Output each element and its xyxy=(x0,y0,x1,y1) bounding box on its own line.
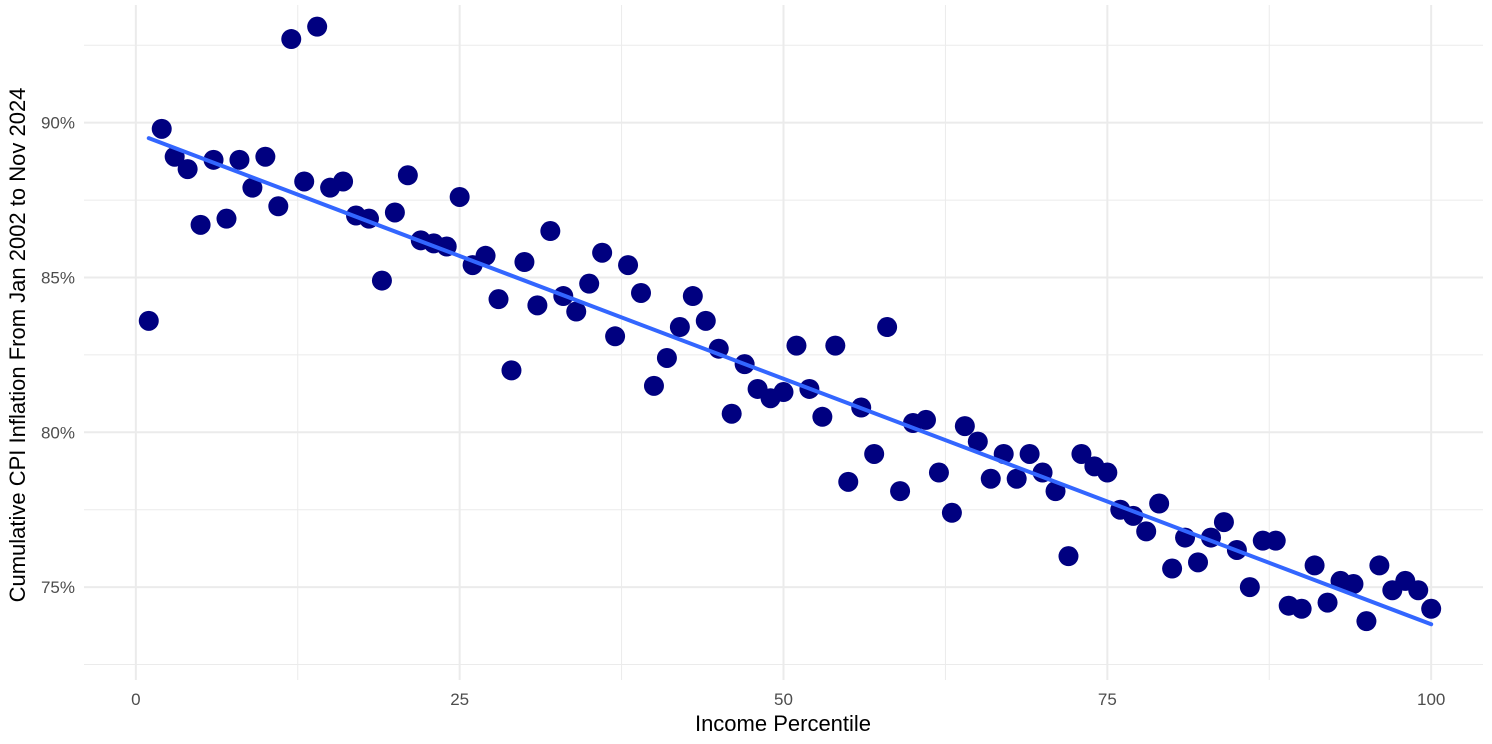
grid-layer xyxy=(84,5,1483,680)
data-point xyxy=(605,326,626,347)
data-point xyxy=(1213,512,1234,533)
data-point xyxy=(488,289,509,310)
data-point xyxy=(268,196,289,217)
data-point xyxy=(786,335,807,356)
data-point xyxy=(1291,598,1312,619)
data-points xyxy=(138,16,1442,632)
data-point xyxy=(307,16,328,37)
data-point xyxy=(980,468,1001,489)
data-point xyxy=(242,177,263,198)
x-tick-label: 100 xyxy=(1417,690,1445,709)
data-point xyxy=(1019,443,1040,464)
y-tick-label: 80% xyxy=(41,423,75,442)
data-point xyxy=(890,481,911,502)
data-point xyxy=(1356,611,1377,632)
data-point xyxy=(501,360,522,381)
data-point xyxy=(1304,555,1325,576)
data-point xyxy=(1162,558,1183,579)
data-point xyxy=(928,462,949,483)
data-point xyxy=(1149,493,1170,514)
data-point xyxy=(1071,443,1092,464)
data-point xyxy=(643,375,664,396)
data-point xyxy=(877,317,898,338)
y-tick-label: 75% xyxy=(41,578,75,597)
data-point xyxy=(915,409,936,430)
data-point xyxy=(1097,462,1118,483)
data-point xyxy=(941,502,962,523)
data-point xyxy=(579,273,600,294)
data-point xyxy=(1421,598,1442,619)
y-axis-title: Cumulative CPI Inflation From Jan 2002 t… xyxy=(5,88,30,603)
data-point xyxy=(1369,555,1390,576)
x-tick-label: 75 xyxy=(1098,690,1117,709)
data-point xyxy=(216,208,237,229)
data-point xyxy=(294,171,315,192)
data-point xyxy=(618,255,639,276)
data-point xyxy=(255,146,276,167)
data-point xyxy=(384,202,405,223)
data-point xyxy=(669,317,690,338)
data-point xyxy=(721,403,742,424)
x-axis-title: Income Percentile xyxy=(695,711,871,736)
data-point xyxy=(1317,592,1338,613)
data-point xyxy=(812,406,833,427)
data-point xyxy=(1058,546,1079,567)
data-point xyxy=(449,186,470,207)
data-point xyxy=(566,301,587,322)
data-point xyxy=(333,171,354,192)
data-point xyxy=(825,335,846,356)
data-point xyxy=(967,431,988,452)
data-point xyxy=(682,286,703,307)
y-tick-label: 90% xyxy=(41,114,75,133)
data-point xyxy=(527,295,548,316)
data-point xyxy=(1239,577,1260,598)
data-point xyxy=(475,245,496,266)
y-tick-label: 85% xyxy=(41,268,75,287)
data-point xyxy=(773,382,794,403)
data-point xyxy=(864,443,885,464)
data-point xyxy=(656,347,677,368)
data-point xyxy=(138,310,159,331)
data-point xyxy=(190,214,211,235)
data-point xyxy=(592,242,613,263)
x-tick-label: 50 xyxy=(774,690,793,709)
trend-line-layer xyxy=(146,136,1434,627)
data-point xyxy=(1265,530,1286,551)
data-point xyxy=(838,471,859,492)
data-point xyxy=(514,251,535,272)
x-axis-ticks: 0 25 50 75 100 xyxy=(131,690,1445,709)
data-point xyxy=(229,149,250,170)
data-point xyxy=(177,159,198,180)
data-point xyxy=(1136,521,1157,542)
data-point xyxy=(695,310,716,331)
data-point xyxy=(1408,580,1429,601)
data-point xyxy=(1045,481,1066,502)
data-point xyxy=(1343,574,1364,595)
data-point xyxy=(1188,552,1209,573)
x-tick-label: 25 xyxy=(450,690,469,709)
data-point xyxy=(281,29,302,50)
data-point xyxy=(631,282,652,303)
data-point xyxy=(397,165,418,186)
data-point xyxy=(954,416,975,437)
data-point xyxy=(371,270,392,291)
data-point xyxy=(151,118,172,139)
x-tick-label: 0 xyxy=(131,690,140,709)
data-point xyxy=(1006,468,1027,489)
y-axis-ticks: 75% 80% 85% 90% xyxy=(41,114,75,597)
data-point xyxy=(540,221,561,242)
trend-line xyxy=(146,136,1434,627)
